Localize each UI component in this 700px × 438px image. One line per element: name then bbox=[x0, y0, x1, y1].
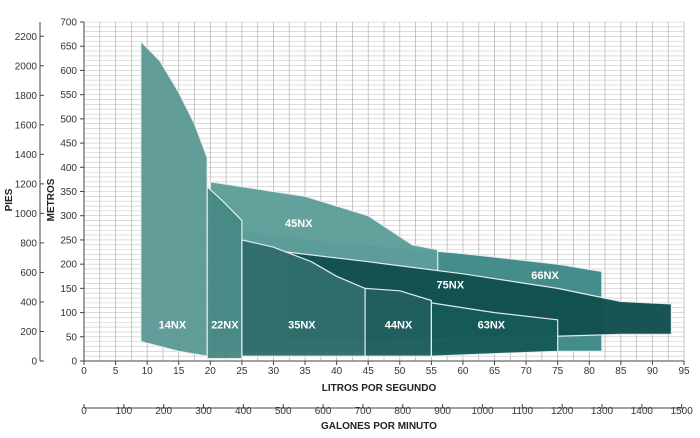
y-tick-label: 650 bbox=[60, 42, 77, 53]
x-tick-label: 85 bbox=[615, 366, 627, 377]
x-tick-label: 30 bbox=[268, 366, 280, 377]
y2-tick-label: 1600 bbox=[15, 120, 38, 131]
x2-tick-label: 200 bbox=[155, 406, 172, 417]
x-tick-label: 65 bbox=[489, 366, 501, 377]
x2-tick-label: 600 bbox=[315, 406, 332, 417]
x2-tick-label: 700 bbox=[355, 406, 372, 417]
x-tick-label: 35 bbox=[299, 366, 311, 377]
x-tick-label: 0 bbox=[81, 366, 87, 377]
region-label-44nx: 44NX bbox=[385, 320, 413, 332]
x2-tick-label: 1300 bbox=[591, 406, 614, 417]
x-tick-label: 60 bbox=[457, 366, 469, 377]
y-tick-label: 200 bbox=[60, 260, 77, 271]
y2-tick-label: 800 bbox=[20, 238, 37, 249]
x-tick-label: 50 bbox=[394, 366, 406, 377]
x2-tick-label: 400 bbox=[235, 406, 252, 417]
y-tick-label: 300 bbox=[60, 211, 77, 222]
x2-tick-label: 500 bbox=[275, 406, 292, 417]
x-axis-title: LITROS POR SEGUNDO bbox=[322, 383, 437, 394]
y2-tick-label: 1000 bbox=[15, 209, 38, 220]
y2-tick-label: 0 bbox=[31, 357, 37, 368]
y2-tick-label: 400 bbox=[20, 297, 37, 308]
region-label-35nx: 35NX bbox=[288, 320, 316, 332]
region-label-63nx: 63NX bbox=[478, 320, 506, 332]
region-labels: 14NX 22NX 35NX 44NX 63NX 45NX 75NX 66NX bbox=[159, 218, 560, 332]
x2-tick-label: 900 bbox=[434, 406, 451, 417]
y2-tick-label: 1800 bbox=[15, 91, 38, 102]
y-tick-label: 150 bbox=[60, 284, 77, 295]
region-label-22nx: 22NX bbox=[211, 320, 239, 332]
y2-axis-title: PIES bbox=[4, 188, 15, 211]
y2-tick-label: 1200 bbox=[15, 179, 38, 190]
x-tick-label: 70 bbox=[521, 366, 533, 377]
x-tick-label: 5 bbox=[113, 366, 119, 377]
y2-tick-label: 2000 bbox=[15, 61, 38, 72]
region-label-75nx: 75NX bbox=[437, 279, 465, 291]
x-tick-label: 95 bbox=[678, 366, 690, 377]
y2-tick-label: 200 bbox=[20, 327, 37, 338]
area-14nx bbox=[140, 40, 208, 357]
area-63nx bbox=[430, 302, 559, 357]
y-tick-label: 550 bbox=[60, 90, 77, 101]
y-tick-label: 400 bbox=[60, 163, 77, 174]
y-tick-label: 500 bbox=[60, 114, 77, 125]
y2-tick-label: 600 bbox=[20, 268, 37, 279]
y-tick-label: 0 bbox=[71, 357, 77, 368]
x-tick-label: 45 bbox=[363, 366, 375, 377]
region-label-45nx: 45NX bbox=[285, 218, 313, 230]
y-tick-label: 450 bbox=[60, 139, 77, 150]
x-tick-label: 40 bbox=[331, 366, 343, 377]
y-tick-label: 700 bbox=[60, 18, 77, 29]
x-tick-label: 75 bbox=[552, 366, 564, 377]
y-tick-label: 350 bbox=[60, 187, 77, 198]
region-label-14nx: 14NX bbox=[159, 320, 187, 332]
x2-tick-label: 1100 bbox=[512, 406, 534, 417]
y2-tick-label: 1400 bbox=[15, 150, 38, 161]
y-tick-label: 250 bbox=[60, 235, 77, 246]
region-label-66nx: 66NX bbox=[531, 270, 559, 282]
x-tick-label: 15 bbox=[173, 366, 185, 377]
area-35nx bbox=[241, 239, 366, 357]
x-tick-label: 25 bbox=[236, 366, 248, 377]
x2-tick-label: 800 bbox=[394, 406, 411, 417]
y-tick-label: 50 bbox=[66, 332, 78, 343]
y-tick-label: 100 bbox=[60, 308, 77, 319]
y-axis-title: METROS bbox=[46, 178, 57, 221]
x2-tick-label: 1000 bbox=[471, 406, 494, 417]
areas bbox=[140, 40, 673, 360]
x2-tick-label: 1500 bbox=[671, 406, 694, 417]
x2-tick-label: 0 bbox=[81, 406, 87, 417]
x-tick-label: 20 bbox=[205, 366, 217, 377]
x2-tick-label: 300 bbox=[195, 406, 212, 417]
x2-axis-title: GALONES POR MINUTO bbox=[321, 421, 437, 432]
axes: 0 5 10 15 20 25 30 35 40 45 50 55 60 65 70 75 80 85 90 95 0 5… bbox=[15, 18, 694, 418]
y-tick-label: 600 bbox=[60, 66, 77, 77]
x-tick-label: 80 bbox=[584, 366, 596, 377]
x-tick-label: 10 bbox=[142, 366, 154, 377]
x2-tick-label: 1400 bbox=[631, 406, 654, 417]
x2-tick-label: 1200 bbox=[551, 406, 574, 417]
x-tick-label: 55 bbox=[426, 366, 438, 377]
y2-tick-label: 2200 bbox=[15, 32, 38, 43]
x2-tick-label: 100 bbox=[116, 406, 133, 417]
x-tick-label: 90 bbox=[647, 366, 659, 377]
